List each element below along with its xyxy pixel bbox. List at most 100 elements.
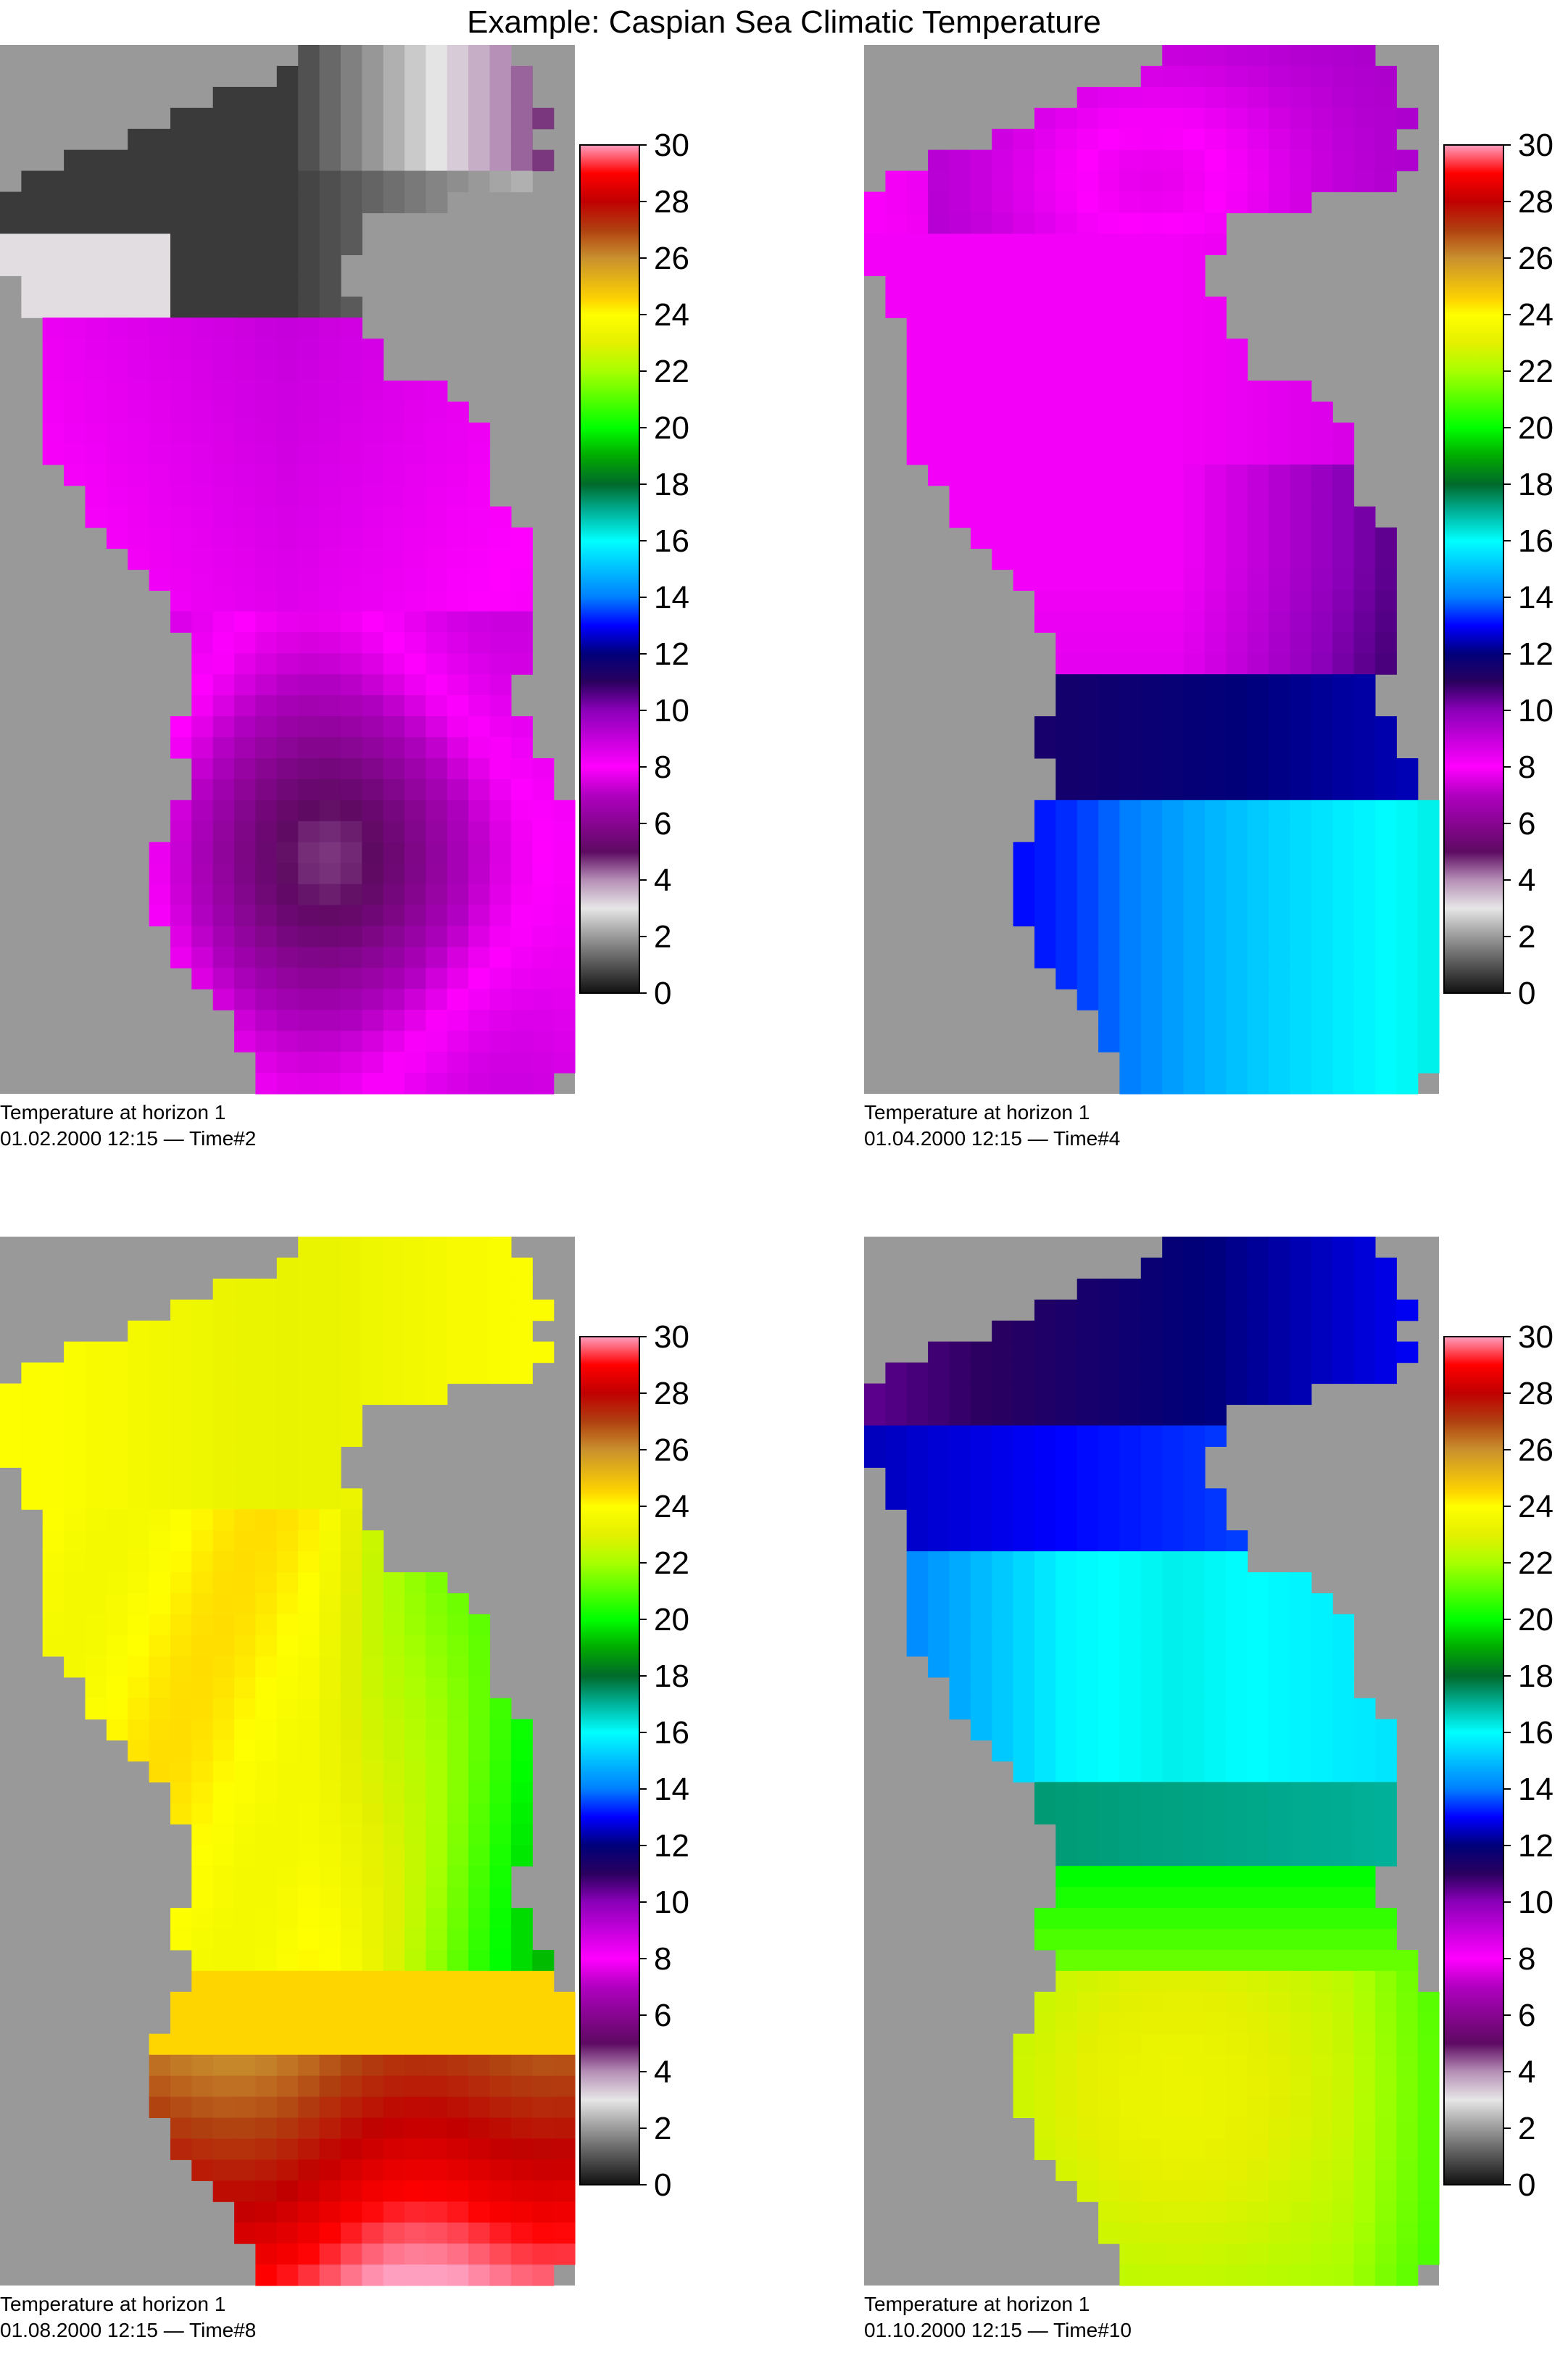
temperature-cell bbox=[1311, 1656, 1333, 1678]
temperature-cell bbox=[1290, 2096, 1312, 2118]
temperature-cell bbox=[191, 674, 214, 696]
temperature-cell bbox=[468, 947, 491, 968]
temperature-cell bbox=[1353, 1887, 1376, 1909]
temperature-cell bbox=[383, 1010, 405, 1031]
temperature-cell bbox=[255, 674, 278, 696]
temperature-cell bbox=[106, 1530, 128, 1552]
temperature-cell bbox=[1269, 1383, 1290, 1406]
temperature-cell bbox=[1396, 1341, 1419, 1363]
temperature-cell bbox=[1269, 381, 1290, 402]
temperature-cell bbox=[426, 884, 448, 906]
temperature-cell bbox=[992, 422, 1014, 444]
temperature-cell bbox=[1290, 590, 1312, 612]
temperature-cell bbox=[468, 170, 491, 193]
temperature-cell bbox=[383, 1362, 405, 1385]
temperature-cell bbox=[1417, 1991, 1440, 2014]
temperature-cell bbox=[255, 611, 278, 633]
temperature-cell bbox=[970, 254, 992, 276]
temperature-cell bbox=[298, 1530, 320, 1552]
temperature-cell bbox=[1183, 381, 1206, 402]
temperature-cell bbox=[1332, 170, 1355, 193]
temperature-cell bbox=[864, 254, 886, 276]
temperature-cell bbox=[255, 2054, 278, 2077]
temperature-cell bbox=[906, 339, 929, 360]
temperature-cell bbox=[1290, 1010, 1312, 1031]
temperature-cell bbox=[928, 1614, 950, 1636]
temperature-cell bbox=[298, 1299, 320, 1321]
temperature-cell bbox=[426, 1635, 448, 1657]
temperature-cell bbox=[553, 989, 576, 1010]
temperature-cell bbox=[1140, 1052, 1163, 1074]
temperature-cell bbox=[362, 2012, 384, 2035]
temperature-cell bbox=[1183, 821, 1206, 843]
temperature-cell bbox=[319, 1383, 341, 1406]
temperature-cell bbox=[1098, 674, 1121, 696]
temperature-cell bbox=[489, 989, 512, 1010]
temperature-cell bbox=[553, 1991, 576, 2014]
temperature-cell bbox=[1055, 1320, 1078, 1342]
temperature-cell bbox=[906, 1635, 929, 1657]
temperature-cell bbox=[1034, 422, 1056, 444]
temperature-cell bbox=[1226, 2012, 1248, 2035]
temperature-cell bbox=[468, 527, 491, 549]
temperature-cell bbox=[1269, 128, 1290, 151]
temperature-cell bbox=[1269, 1237, 1290, 1258]
temperature-cell bbox=[1162, 1257, 1185, 1279]
temperature-cell bbox=[1055, 863, 1078, 885]
temperature-cell bbox=[319, 884, 341, 906]
temperature-cell bbox=[1162, 1010, 1185, 1031]
temperature-cell bbox=[234, 1929, 257, 1951]
temperature-cell bbox=[383, 107, 405, 130]
temperature-cell bbox=[276, 2033, 299, 2056]
temperature-cell bbox=[1098, 1404, 1121, 1426]
temperature-cell bbox=[340, 611, 362, 633]
temperature-cell bbox=[970, 1530, 992, 1552]
temperature-cell bbox=[1353, 926, 1376, 947]
temperature-cell bbox=[447, 2201, 469, 2223]
temperature-cell bbox=[1140, 1782, 1163, 1803]
temperature-cell bbox=[149, 1404, 171, 1426]
temperature-cell bbox=[489, 1341, 512, 1363]
temperature-cell bbox=[191, 1824, 214, 1846]
temperature-cell bbox=[1034, 1656, 1056, 1678]
temperature-cell bbox=[1204, 1656, 1227, 1678]
temperature-cell bbox=[212, 1320, 235, 1342]
temperature-cell bbox=[64, 402, 86, 423]
temperature-cell bbox=[1269, 422, 1290, 444]
temperature-cell bbox=[1311, 2222, 1333, 2244]
temperature-cell bbox=[510, 2138, 533, 2160]
temperature-cell bbox=[1034, 1467, 1056, 1489]
temperature-cell bbox=[532, 989, 555, 1010]
temperature-cell bbox=[298, 2075, 320, 2098]
temperature-cell bbox=[510, 2117, 533, 2139]
temperature-cell bbox=[383, 548, 405, 570]
temperature-cell bbox=[234, 2033, 257, 2056]
temperature-cell bbox=[319, 2033, 341, 2056]
temperature-cell bbox=[1162, 905, 1185, 926]
temperature-cell bbox=[276, 800, 299, 822]
temperature-cell bbox=[906, 1530, 929, 1552]
temperature-cell bbox=[1311, 611, 1333, 633]
temperature-cell bbox=[426, 2201, 448, 2223]
temperature-cell bbox=[128, 1593, 150, 1615]
temperature-cell bbox=[1269, 674, 1290, 696]
temperature-cell bbox=[405, 1929, 426, 1951]
temperature-cell bbox=[1374, 1320, 1397, 1342]
temperature-cell bbox=[1290, 1593, 1312, 1615]
temperature-cell bbox=[212, 1635, 235, 1657]
temperature-cell bbox=[1162, 1991, 1185, 2014]
temperature-cell bbox=[1162, 1404, 1185, 1426]
temperature-cell bbox=[255, 1320, 278, 1342]
temperature-cell bbox=[1098, 339, 1121, 360]
temperature-cell bbox=[1226, 1593, 1248, 1615]
colorbar-tick-label: 16 bbox=[654, 1715, 689, 1751]
temperature-cell bbox=[1119, 1278, 1142, 1300]
temperature-cell bbox=[1311, 2117, 1333, 2139]
temperature-cell bbox=[106, 1614, 128, 1636]
temperature-cell bbox=[992, 1467, 1014, 1489]
temperature-cell bbox=[298, 212, 320, 234]
temperature-cell bbox=[128, 1488, 150, 1510]
temperature-cell bbox=[1055, 1698, 1078, 1720]
temperature-cell bbox=[170, 1425, 192, 1447]
temperature-cell bbox=[298, 443, 320, 465]
